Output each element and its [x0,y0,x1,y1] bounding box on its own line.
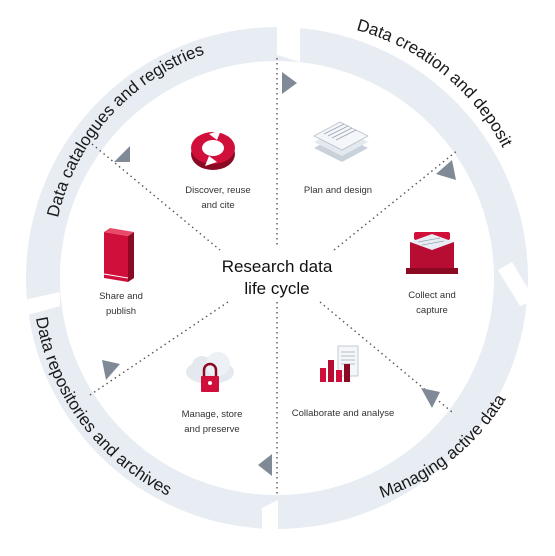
sector-plan-line1: Plan and design [304,185,372,196]
ring-gap-top [277,17,300,62]
arrow-top [282,72,297,94]
book-icon [103,228,134,282]
ring-gap-left [24,292,60,316]
cloud-padlock-icon [186,352,234,392]
sector-manage-line1: Manage, store [182,409,243,420]
sector-dividers [89,58,459,496]
inner-disc [60,61,494,495]
sector-collaborate-line1: Collaborate and analyse [292,408,394,419]
center-title-line1: Research data [222,257,333,276]
center-title-line2: life cycle [244,279,309,298]
bar-chart-document-icon [320,345,359,382]
arrow-left-upper [114,146,130,162]
refresh-cycle-icon [191,130,235,170]
arrow-left-lower [102,360,120,380]
sector-share-line1: Share and [99,291,143,302]
arrow-right-upper [436,160,456,180]
ring-gap-bottom [262,500,278,545]
sector-discover-line2: and cite [201,200,234,211]
direction-arrows [102,72,456,476]
arrow-bottom [258,454,272,476]
sector-discover-line1: Discover, reuse [185,185,250,196]
sector-collect-line2: capture [416,305,448,316]
sector-collect-line1: Collect and [408,290,456,301]
arrow-right-lower [421,388,440,408]
document-stack-icon [313,121,369,162]
sector-manage-line2: and preserve [184,424,239,435]
sector-share-line2: publish [106,306,136,317]
ring-gap-right [498,262,535,306]
briefcase-icon [406,232,458,274]
